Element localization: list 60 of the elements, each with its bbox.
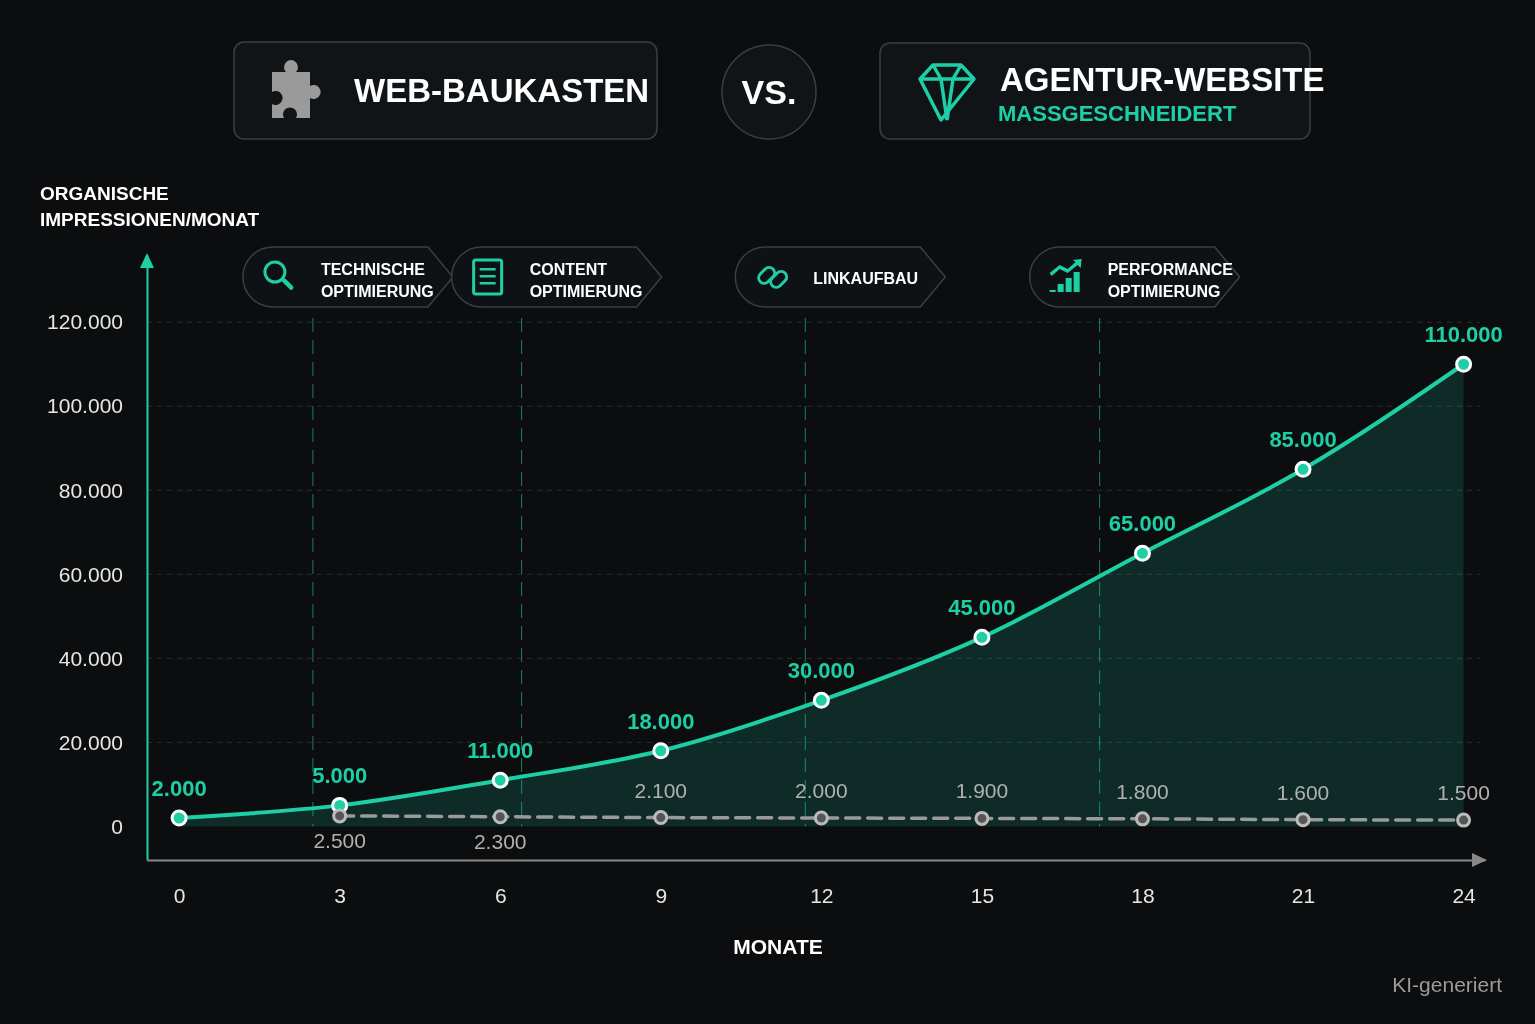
point <box>170 809 188 827</box>
data-label: 45.000 <box>948 595 1016 621</box>
point <box>653 810 669 826</box>
legend-label: PERFORMANCE OPTIMIERUNG <box>1107 261 1234 300</box>
data-label: 65.000 <box>1108 511 1177 537</box>
data-label: 18.000 <box>627 708 695 734</box>
point <box>1134 811 1150 827</box>
x-tick-label: 21 <box>1291 883 1316 907</box>
point <box>1133 544 1151 562</box>
data-label: 30.000 <box>787 658 855 684</box>
x-tick-label: 15 <box>970 883 995 907</box>
text: VS. <box>741 73 797 111</box>
point <box>974 810 990 826</box>
text: MASSGESCHNEIDERT <box>998 101 1237 126</box>
point <box>1294 460 1312 478</box>
data-label: 85.000 <box>1269 427 1337 453</box>
x-tick-label: 18 <box>1131 883 1155 907</box>
x-tick-label: 24 <box>1452 883 1477 907</box>
y-axis-title: ORGANISCHE IMPRESSIONEN/MONAT <box>40 183 260 230</box>
data-label: 110.000 <box>1424 322 1503 348</box>
point <box>973 628 991 646</box>
data-label: 5.000 <box>312 763 368 789</box>
point <box>491 771 509 789</box>
y-tick-label: 40.000 <box>58 646 123 670</box>
point <box>1456 812 1472 828</box>
y-tick-label: 100.000 <box>47 394 123 418</box>
x-tick-label: 9 <box>655 883 668 907</box>
data-label: 1.600 <box>1276 780 1330 804</box>
x-axis-title: MONATE <box>733 935 823 958</box>
y-tick-label: 0 <box>111 814 123 838</box>
x-tick-label: 0 <box>173 883 186 907</box>
legend-label: AGENTUR-WEBSITE <box>1000 61 1325 98</box>
text: KI-generiert <box>1392 973 1503 996</box>
x-tick-label: 12 <box>810 883 834 907</box>
data-label: 2.100 <box>634 778 688 802</box>
y-tick-label: 80.000 <box>58 478 123 502</box>
x-tick-label: 3 <box>334 883 347 907</box>
point <box>812 691 830 709</box>
point <box>1295 812 1311 828</box>
legend-label: CONTENT OPTIMIERUNG <box>529 261 643 300</box>
point <box>332 808 348 824</box>
data-label: 1.500 <box>1437 781 1490 805</box>
point <box>813 810 829 826</box>
legend-label: TECHNISCHE OPTIMIERUNG <box>320 261 434 300</box>
y-tick-label: 20.000 <box>58 730 123 754</box>
point <box>652 742 670 760</box>
data-label: 2.300 <box>473 829 527 853</box>
legend-label: LINKAUFBAU <box>813 270 919 287</box>
x-tick-label: 6 <box>494 883 507 907</box>
data-label: 1.900 <box>955 779 1009 803</box>
data-label: 11.000 <box>467 738 534 764</box>
data-label: 2.500 <box>313 828 366 852</box>
point <box>1455 355 1473 373</box>
data-label: 2.000 <box>151 775 207 801</box>
data-label: 2.000 <box>795 778 848 802</box>
y-tick-label: 120.000 <box>47 310 123 334</box>
legend-label: WEB-BAUKASTEN <box>354 72 650 109</box>
y-tick-label: 60.000 <box>58 562 123 586</box>
point <box>492 809 508 825</box>
data-label: 1.800 <box>1116 779 1169 803</box>
